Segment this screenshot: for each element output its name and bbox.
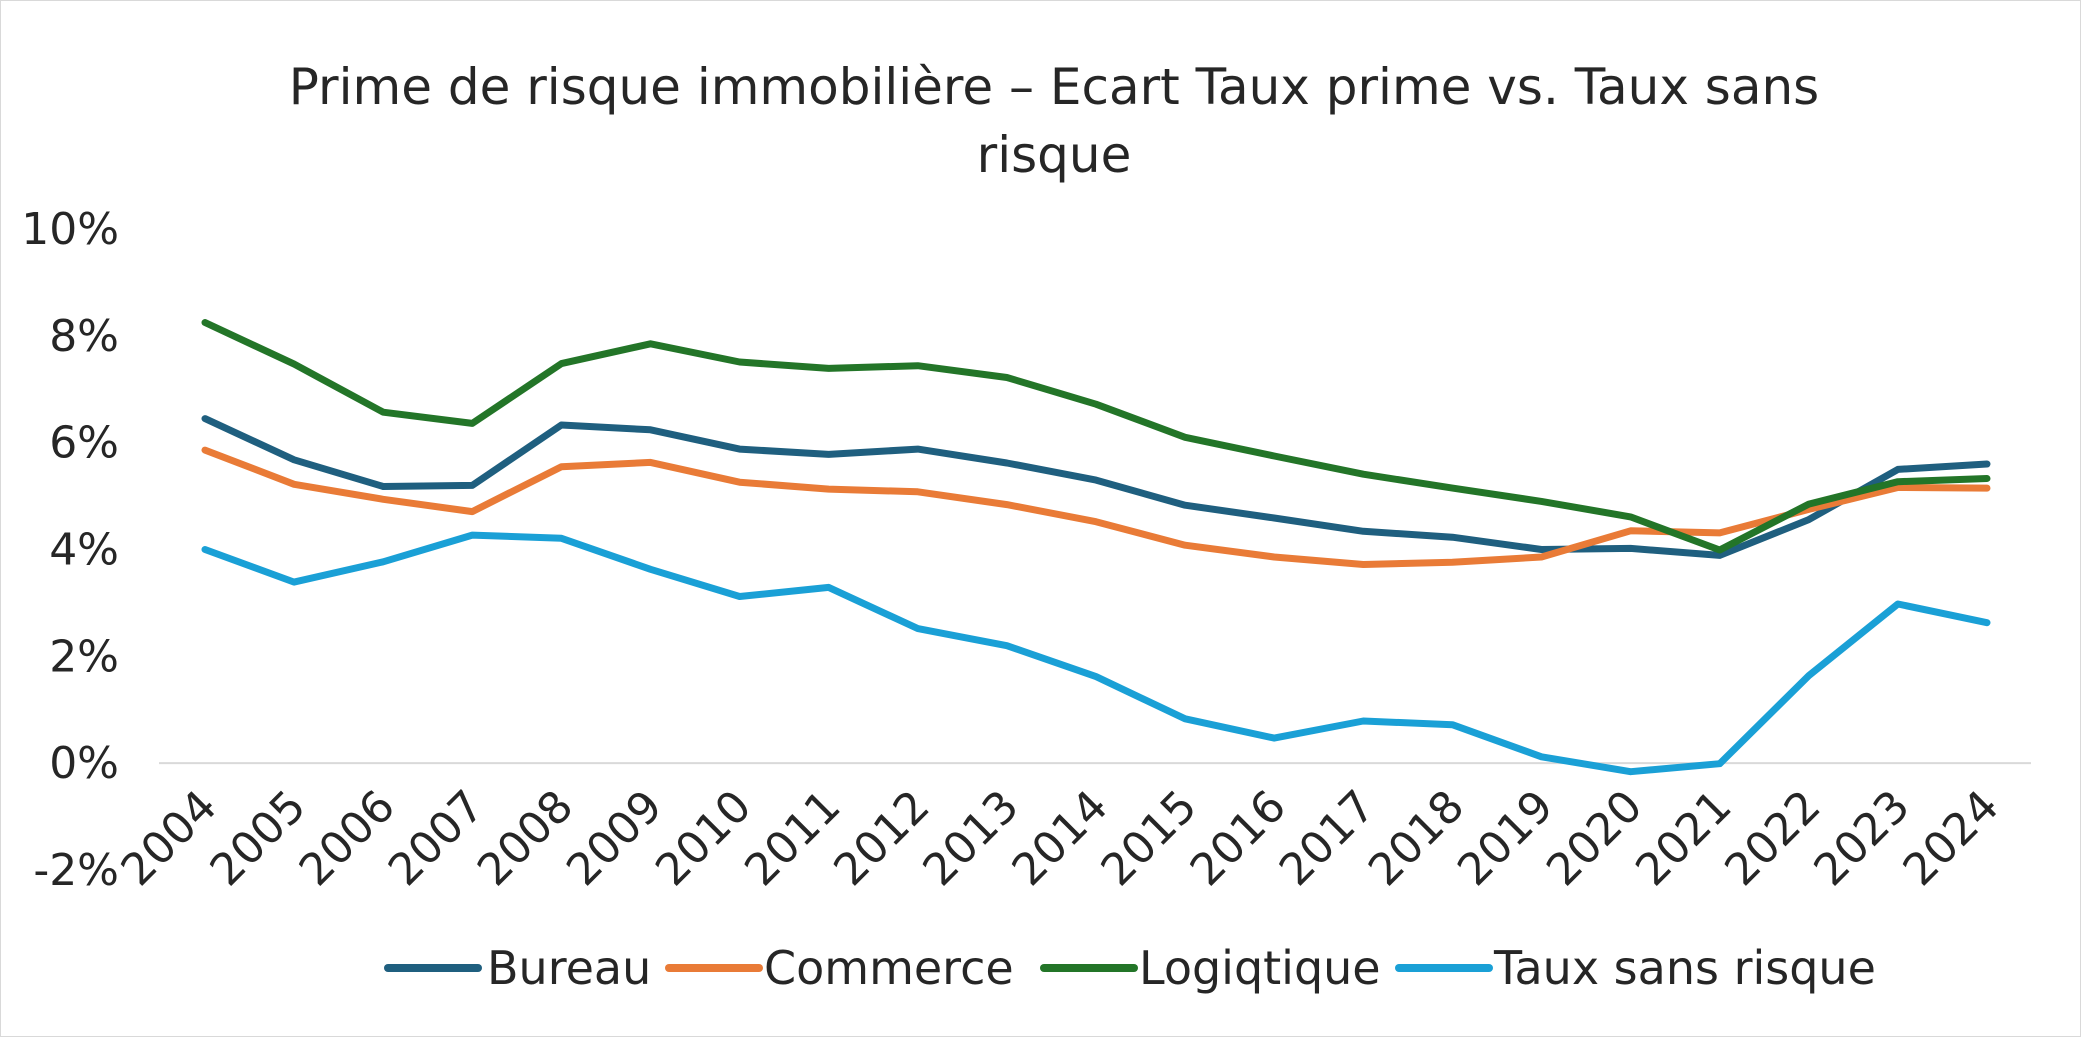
y-tick-label: 4% — [49, 525, 119, 576]
x-tick-label: 2011 — [735, 781, 850, 896]
x-tick-label: 2014 — [1003, 781, 1118, 896]
legend-label: Bureau — [487, 941, 651, 995]
y-tick-label: 2% — [49, 631, 119, 682]
x-tick-label: 2017 — [1270, 781, 1385, 896]
y-tick-label: 8% — [49, 311, 119, 362]
y-tick-label: 10% — [21, 204, 119, 255]
legend: Bureau Commerce Logiqtique Taux sans risque — [384, 941, 1876, 995]
legend-item-taux-sans-risque: Taux sans risque — [1395, 941, 1876, 995]
x-tick-label: 2010 — [646, 781, 761, 896]
y-tick-label: -2% — [33, 845, 119, 896]
legend-item-commerce: Commerce — [665, 941, 1014, 995]
series-lines — [201, 319, 1991, 776]
y-tick-label: 0% — [49, 738, 119, 789]
x-tick-label: 2021 — [1626, 781, 1741, 896]
x-tick-label: 2015 — [1092, 781, 1207, 896]
series-line-commerce — [201, 446, 1991, 568]
x-tick-label: 2006 — [290, 781, 405, 896]
x-tick-label: 2023 — [1804, 781, 1919, 896]
series-line-bureau — [201, 415, 1991, 559]
legend-item-logiqtique: Logiqtique — [1040, 941, 1381, 995]
chart-title-line-2: risque — [977, 126, 1132, 184]
x-tick-label: 2012 — [824, 781, 939, 896]
x-tick-label: 2005 — [201, 781, 316, 896]
x-tick-label: 2019 — [1448, 781, 1563, 896]
x-axis: 2004200520062007200820092010201120122013… — [112, 781, 2009, 896]
x-tick-label: 2004 — [112, 781, 227, 896]
series-line-taux-sans-risque — [201, 531, 1991, 776]
chart-title-line-1: Prime de risque immobilière – Ecart Taux… — [289, 58, 1819, 116]
x-tick-label: 2020 — [1537, 781, 1652, 896]
x-tick-label: 2018 — [1359, 781, 1474, 896]
chart-title: Prime de risque immobilière – Ecart Taux… — [289, 58, 1819, 184]
x-tick-label: 2013 — [913, 781, 1028, 896]
x-tick-label: 2016 — [1181, 781, 1296, 896]
legend-label: Logiqtique — [1139, 941, 1381, 995]
legend-item-bureau: Bureau — [384, 941, 651, 995]
legend-label: Commerce — [764, 941, 1014, 995]
x-tick-label: 2007 — [379, 781, 494, 896]
y-axis: 10% 8% 6% 4% 2% 0% -2% — [21, 204, 119, 896]
legend-label: Taux sans risque — [1493, 941, 1876, 995]
x-tick-label: 2024 — [1894, 781, 2009, 896]
y-tick-label: 6% — [49, 418, 119, 469]
series-line-logiqtique — [201, 319, 1991, 554]
x-tick-label: 2008 — [468, 781, 583, 896]
x-tick-label: 2009 — [557, 781, 672, 896]
x-tick-label: 2022 — [1715, 781, 1830, 896]
